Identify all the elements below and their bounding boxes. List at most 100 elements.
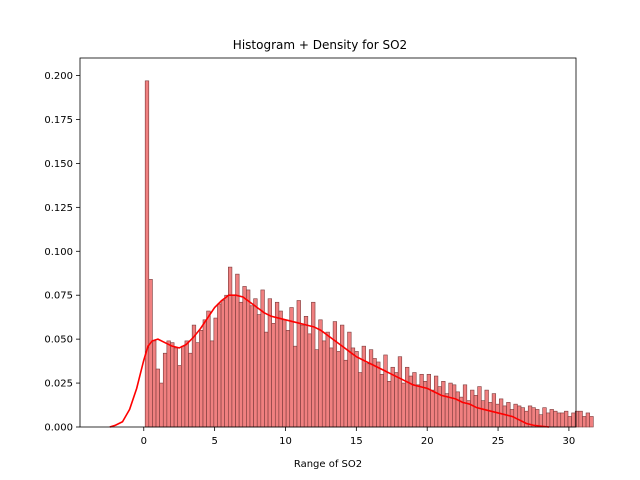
y-tick-label: 0.050: [44, 335, 73, 346]
histogram-bar: [267, 298, 272, 428]
y-tick-label: 0.025: [44, 379, 73, 390]
histogram-bar: [556, 412, 562, 428]
histogram-bar: [195, 342, 200, 428]
histogram-bar: [224, 294, 229, 428]
histogram-bar: [274, 301, 280, 428]
histogram-bar: [271, 323, 276, 428]
histogram-bar: [314, 349, 319, 428]
histogram-bar: [549, 409, 554, 428]
histogram-bar: [412, 372, 417, 428]
histogram-bar: [491, 393, 497, 428]
y-axis-ticks: 0.000 0.025 0.050 0.075 0.100 0.125 0.150 0.175…: [44, 71, 80, 434]
histogram-bar: [437, 386, 442, 428]
histogram-bar: [448, 382, 453, 428]
histogram-bar: [470, 389, 475, 428]
histogram-bar: [444, 393, 450, 428]
histogram-bar: [535, 409, 540, 428]
histogram-bar: [336, 351, 341, 428]
histogram-bar: [564, 410, 569, 428]
histogram-bar: [307, 333, 312, 428]
histogram-bar: [177, 365, 182, 428]
x-tick-label: 0: [141, 436, 147, 447]
histogram-bar: [311, 301, 316, 428]
histogram-bar: [282, 319, 287, 428]
histogram-bar: [405, 366, 410, 428]
histogram-bar: [484, 389, 489, 428]
x-tick-label: 25: [492, 436, 505, 447]
histogram-bar: [419, 373, 424, 428]
histogram-bar: [509, 409, 515, 428]
histogram-bar: [401, 382, 406, 428]
histogram-bar: [296, 300, 301, 428]
histogram-bar: [166, 340, 171, 428]
histogram-bar: [206, 310, 211, 428]
histogram-bar: [430, 389, 435, 428]
histogram-bar: [181, 345, 186, 428]
histogram-bar: [365, 363, 370, 428]
histogram-bar: [441, 381, 446, 428]
histogram-bar: [477, 386, 482, 428]
histogram-bar: [542, 407, 547, 428]
histogram-bar: [372, 358, 377, 428]
histogram-bar: [517, 405, 522, 428]
histogram-bar: [560, 412, 565, 428]
histogram-bar: [502, 405, 507, 428]
histogram-bar: [578, 410, 583, 428]
histogram-bar: [553, 410, 558, 428]
histogram-bar: [303, 315, 309, 428]
histogram-bar: [285, 330, 291, 428]
x-axis-ticks: 0 5 10 15 20 25 30: [141, 427, 576, 447]
histogram-bar: [350, 347, 356, 428]
histogram-bar: [188, 352, 193, 428]
histogram-bar: [397, 356, 403, 428]
histogram-bar: [246, 289, 251, 428]
histogram-bar: [531, 407, 536, 428]
histogram-bar: [278, 310, 283, 428]
histogram-bar: [209, 340, 215, 428]
y-tick-label: 0.125: [44, 203, 73, 214]
x-tick-label: 20: [421, 436, 434, 447]
histogram-bar: [242, 286, 247, 428]
x-tick-label: 15: [350, 436, 363, 447]
histogram-bar: [184, 340, 189, 428]
histogram-bar: [264, 331, 269, 428]
histogram-bar: [293, 345, 298, 428]
histogram-bar: [585, 412, 590, 428]
histogram-bar: [170, 342, 175, 428]
histogram-bar: [217, 303, 222, 428]
histogram-bar: [383, 354, 388, 428]
histogram-bar: [159, 382, 164, 428]
histogram-bar: [173, 347, 179, 428]
histogram-bar: [162, 352, 168, 428]
histogram-bar: [426, 373, 431, 428]
histogram-bar: [589, 416, 594, 428]
histogram-bar: [376, 361, 381, 428]
histogram-bar: [347, 331, 352, 428]
histogram-bar: [343, 359, 348, 428]
x-tick-label: 10: [279, 436, 292, 447]
histogram-bar: [433, 375, 439, 428]
y-tick-label: 0.150: [44, 159, 73, 170]
histogram-bar: [191, 324, 197, 428]
x-tick-label: 30: [563, 436, 576, 447]
histogram-bar: [538, 414, 543, 428]
plot-area-frame: [79, 57, 577, 428]
histogram-bar: [567, 416, 572, 428]
histogram-bar: [488, 402, 493, 428]
histogram-bar: [199, 330, 204, 428]
y-tick-label: 0.000: [44, 423, 73, 434]
histogram-bar: [358, 372, 363, 428]
y-tick-label: 0.200: [44, 71, 73, 82]
histogram-bar: [571, 412, 576, 428]
histogram-bar: [152, 340, 157, 428]
histogram-bar: [379, 373, 384, 428]
histogram-bar: [249, 305, 254, 428]
histogram-bar: [228, 266, 233, 428]
x-axis-label: Range of SO2: [294, 459, 362, 470]
histogram-bar: [321, 340, 327, 428]
histogram-bar: [520, 407, 525, 428]
histogram-bar: [238, 301, 244, 428]
x-tick-label: 5: [211, 436, 217, 447]
histogram-bar: [415, 384, 421, 428]
